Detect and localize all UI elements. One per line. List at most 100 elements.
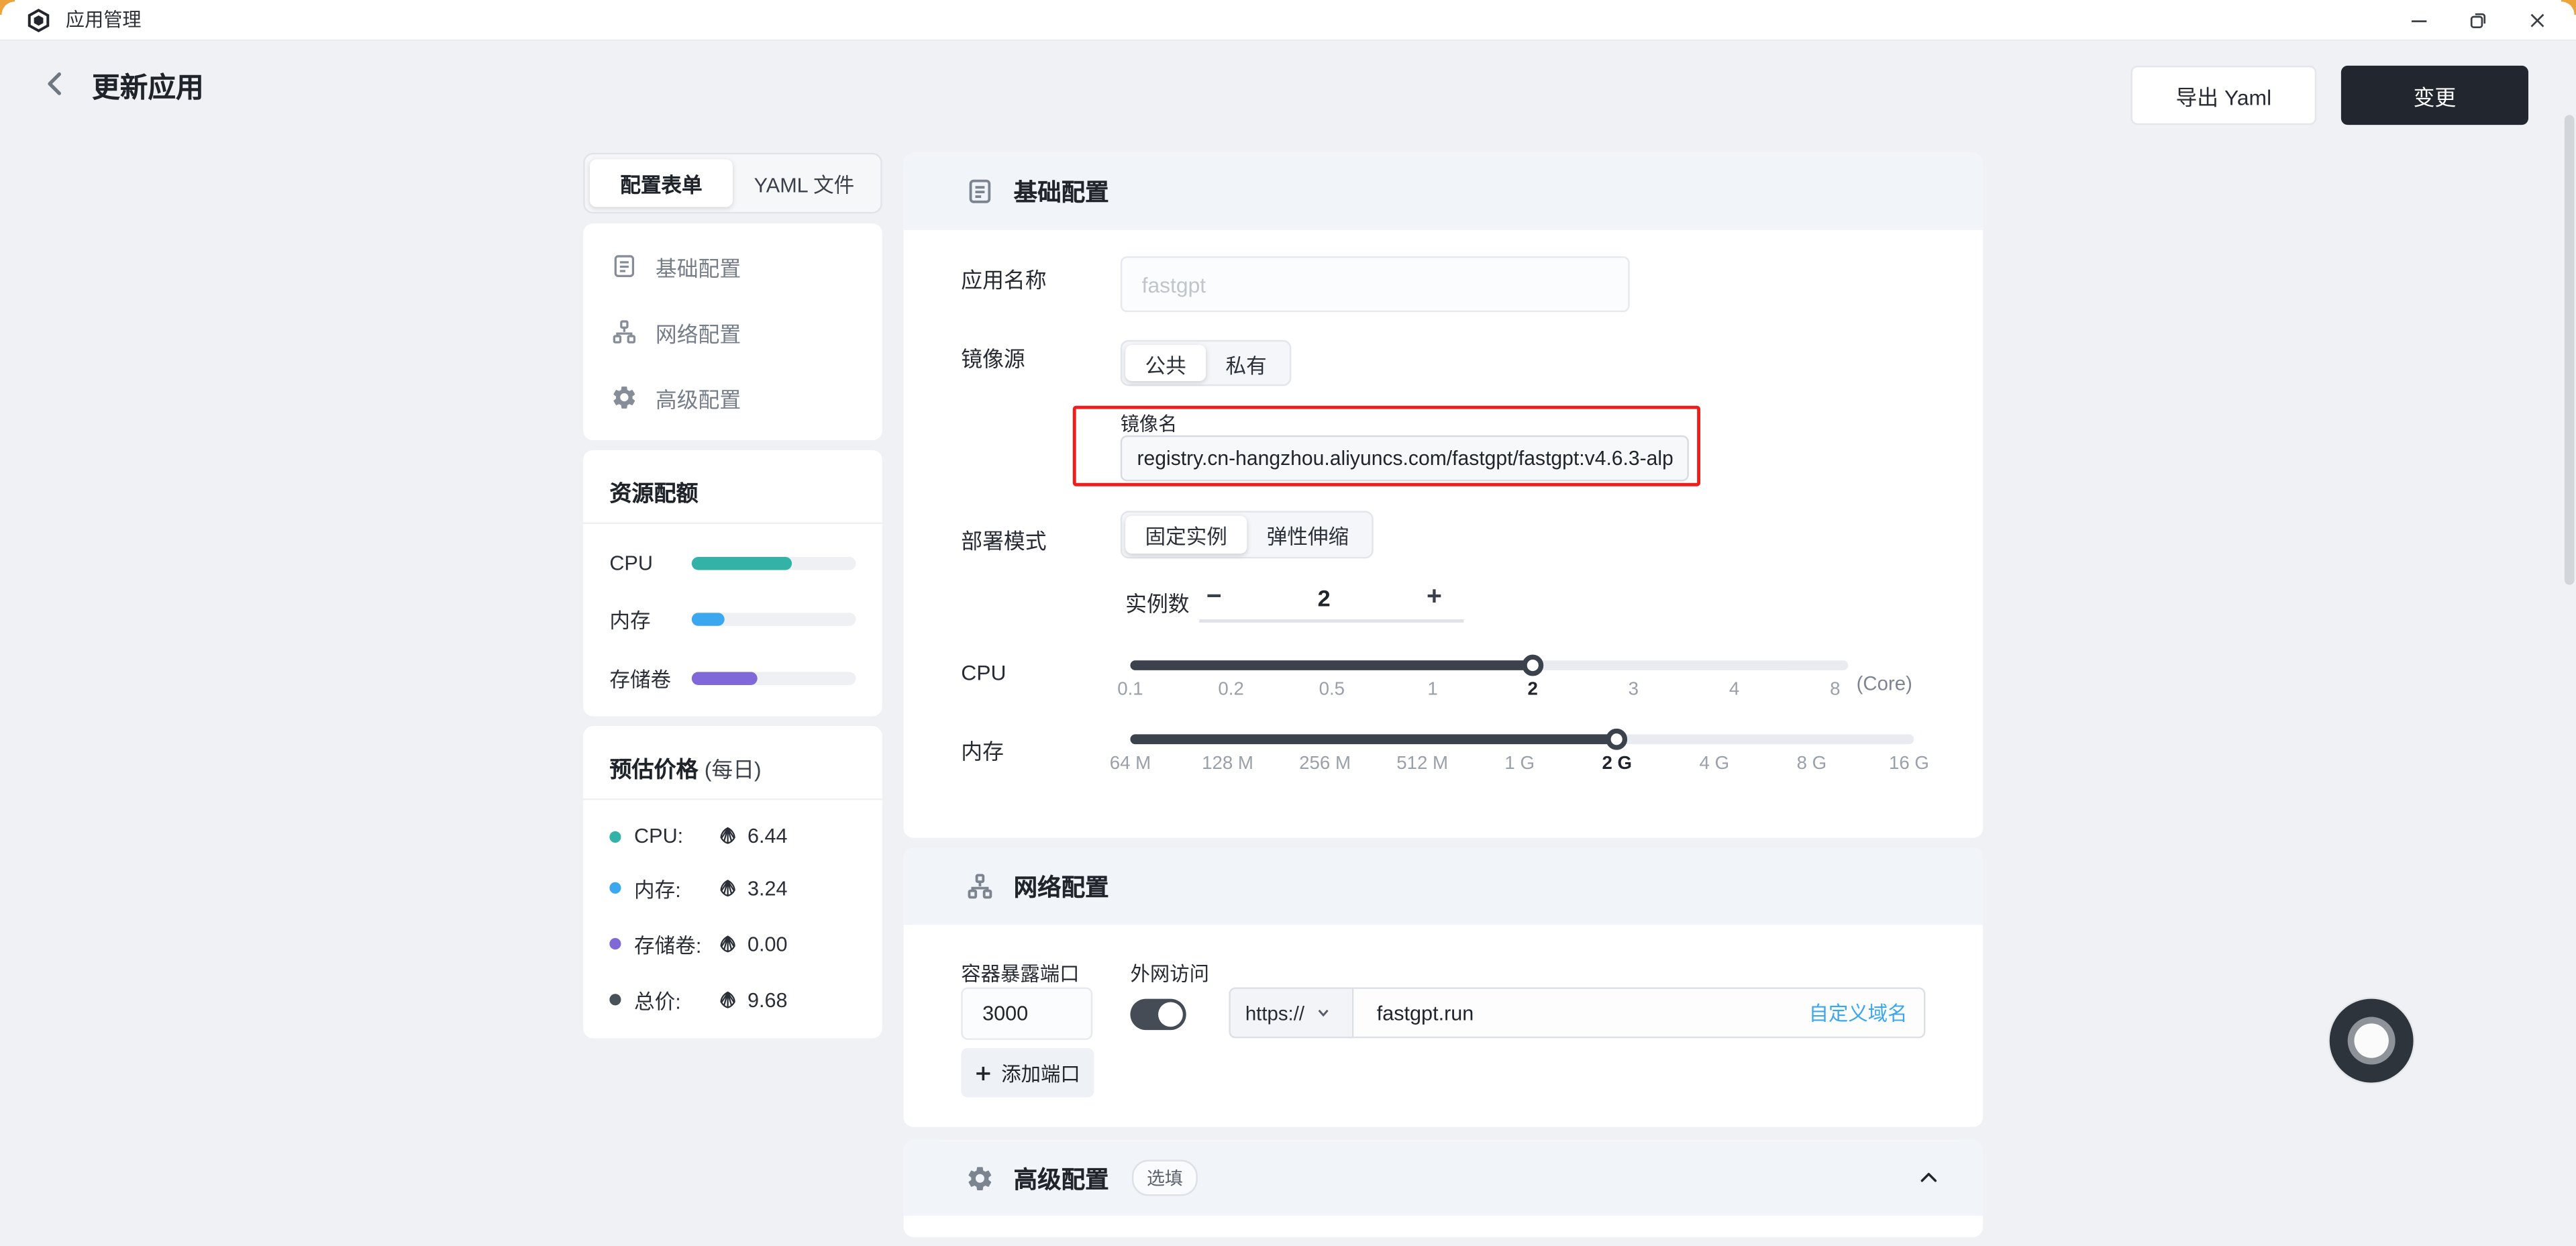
cpu-dot-icon bbox=[609, 830, 621, 842]
quota-label: 内存 bbox=[609, 609, 651, 633]
price-label: 存储卷: bbox=[634, 935, 702, 958]
add-port-label: 添加端口 bbox=[1001, 1061, 1080, 1086]
currency-shell-icon bbox=[720, 827, 735, 844]
cpu-unit-label: (Core) bbox=[1856, 672, 1912, 695]
add-port-button[interactable]: 添加端口 bbox=[961, 1048, 1094, 1098]
form-icon bbox=[969, 179, 991, 203]
image-source-label: 镜像源 bbox=[961, 346, 1025, 372]
protocol-select[interactable]: https:// bbox=[1229, 987, 1354, 1039]
cpu-tick-selected: 2 bbox=[1527, 680, 1538, 700]
quota-label: CPU bbox=[609, 552, 653, 575]
back-button[interactable] bbox=[40, 67, 72, 100]
toggle-knob bbox=[1158, 1002, 1183, 1027]
form-icon bbox=[614, 255, 635, 277]
decrease-replicas-button[interactable]: − bbox=[1206, 583, 1222, 611]
quota-title: 资源配额 bbox=[609, 481, 699, 507]
chevron-left-icon bbox=[48, 72, 61, 95]
quota-bar-fill bbox=[691, 612, 725, 625]
external-access-label: 外网访问 bbox=[1130, 962, 1210, 986]
sidebar-item-network-config[interactable]: 网络配置 bbox=[583, 299, 882, 365]
quota-bar-track bbox=[691, 671, 856, 684]
network-config-header: 网络配置 bbox=[903, 847, 1983, 925]
main-content: 基础配置 应用名称 镜像源 公共 私有 镜像名 部署模式 固定实例 弹性伸缩 实… bbox=[903, 152, 1983, 1237]
close-button[interactable] bbox=[2507, 0, 2566, 41]
memory-slider-ticks: 64 M 128 M 256 M 512 M 1 G 2 G 4 G 8 G 1… bbox=[1110, 754, 1929, 774]
gear-icon bbox=[613, 386, 635, 409]
scrollbar-thumb[interactable] bbox=[2564, 115, 2575, 585]
cpu-slider-ticks: 0.1 0.2 0.5 1 2 3 4 8 bbox=[1117, 680, 1840, 700]
price-label: 总价: bbox=[634, 990, 681, 1014]
port-field[interactable] bbox=[961, 987, 1093, 1040]
replicas-label: 实例数 bbox=[1125, 591, 1190, 617]
cpu-tick: 3 bbox=[1628, 680, 1639, 700]
basic-config-header: 基础配置 bbox=[903, 152, 1983, 230]
increase-replicas-button[interactable]: + bbox=[1426, 583, 1442, 611]
memory-slider-fill bbox=[1130, 734, 1616, 745]
currency-shell-icon bbox=[720, 935, 735, 952]
segment-fixed-instance[interactable]: 固定实例 bbox=[1125, 515, 1247, 554]
memory-tick: 256 M bbox=[1299, 754, 1351, 774]
sidebar-item-basic-config[interactable]: 基础配置 bbox=[583, 233, 882, 299]
currency-shell-icon bbox=[720, 990, 735, 1008]
image-name-annotation bbox=[1072, 405, 1701, 486]
quota-label: 存储卷 bbox=[609, 668, 672, 692]
sidebar-item-label: 网络配置 bbox=[655, 321, 741, 346]
segment-private[interactable]: 私有 bbox=[1225, 354, 1267, 377]
memory-tick: 1 G bbox=[1504, 754, 1535, 774]
advanced-config-section: 高级配置 选填 bbox=[903, 1140, 1983, 1237]
touch-indicator-center bbox=[2354, 1023, 2389, 1058]
memory-slider-thumb[interactable] bbox=[1605, 728, 1627, 750]
page-header: 更新应用 导出 Yaml 变更 bbox=[0, 41, 2576, 150]
window-title: 应用管理 bbox=[65, 11, 142, 32]
external-access-toggle[interactable] bbox=[1130, 998, 1186, 1031]
memory-dot-icon bbox=[609, 882, 621, 894]
memory-tick: 512 M bbox=[1396, 754, 1449, 774]
export-yaml-button[interactable]: 导出 Yaml bbox=[2130, 65, 2317, 125]
app-name-field[interactable] bbox=[1120, 256, 1630, 313]
wallpaper-corner bbox=[0, 0, 15, 15]
quota-row-memory: 内存 bbox=[609, 603, 856, 635]
sidebar-item-advanced-config[interactable]: 高级配置 bbox=[583, 365, 882, 431]
cpu-tick: 0.5 bbox=[1319, 680, 1345, 700]
section-title: 基础配置 bbox=[1013, 180, 1109, 207]
memory-slider[interactable] bbox=[1130, 728, 1914, 750]
restore-button[interactable] bbox=[2448, 0, 2507, 41]
cpu-slider[interactable] bbox=[1130, 654, 1849, 676]
advanced-config-header[interactable]: 高级配置 选填 bbox=[903, 1140, 1983, 1216]
cpu-tick: 4 bbox=[1729, 680, 1740, 700]
app-logo-icon bbox=[28, 7, 50, 32]
stepper-underline bbox=[1199, 619, 1464, 623]
chevron-down-icon bbox=[1318, 1009, 1329, 1017]
segment-elastic-scaling[interactable]: 弹性伸缩 bbox=[1266, 525, 1349, 549]
replicas-value: 2 bbox=[1317, 584, 1331, 611]
network-icon bbox=[613, 320, 636, 344]
minimize-button[interactable] bbox=[2389, 0, 2448, 41]
tab-yaml-file[interactable]: YAML 文件 bbox=[754, 174, 855, 197]
optional-badge: 选填 bbox=[1131, 1159, 1198, 1196]
sidebar-item-label: 基础配置 bbox=[655, 255, 741, 280]
collapse-chevron-icon[interactable] bbox=[1917, 1166, 1940, 1189]
cpu-slider-thumb[interactable] bbox=[1521, 654, 1543, 676]
memory-tick: 16 G bbox=[1888, 754, 1929, 774]
app-name-label: 应用名称 bbox=[961, 268, 1047, 293]
image-name-field[interactable] bbox=[1120, 435, 1689, 482]
custom-domain-link[interactable]: 自定义域名 bbox=[1808, 1002, 1908, 1025]
basic-config-section: 基础配置 应用名称 镜像源 公共 私有 镜像名 部署模式 固定实例 弹性伸缩 实… bbox=[903, 152, 1983, 838]
domain-field-wrap: 自定义域名 bbox=[1353, 987, 1926, 1039]
apply-button[interactable]: 变更 bbox=[2340, 65, 2528, 125]
price-label: 内存: bbox=[634, 878, 681, 902]
domain-field[interactable] bbox=[1353, 1001, 1809, 1025]
sidebar: 配置表单 YAML 文件 基础配置 网络配置 高级配 bbox=[583, 152, 882, 1039]
section-nav: 基础配置 网络配置 高级配置 bbox=[583, 223, 882, 441]
cpu-tick: 0.1 bbox=[1117, 680, 1143, 700]
cpu-tick: 8 bbox=[1830, 680, 1841, 700]
total-dot-icon bbox=[609, 994, 621, 1006]
quota-row-storage: 存储卷 bbox=[609, 662, 856, 694]
image-name-label: 镜像名 bbox=[1120, 415, 1178, 435]
view-mode-tabs: 配置表单 YAML 文件 bbox=[583, 152, 882, 214]
price-subtitle: (每日) bbox=[704, 757, 762, 782]
tab-config-form[interactable]: 配置表单 bbox=[589, 159, 733, 207]
image-source-segment: 公共 私有 bbox=[1120, 340, 1292, 386]
segment-public[interactable]: 公共 bbox=[1125, 345, 1206, 382]
window-titlebar: 应用管理 bbox=[0, 0, 2576, 42]
